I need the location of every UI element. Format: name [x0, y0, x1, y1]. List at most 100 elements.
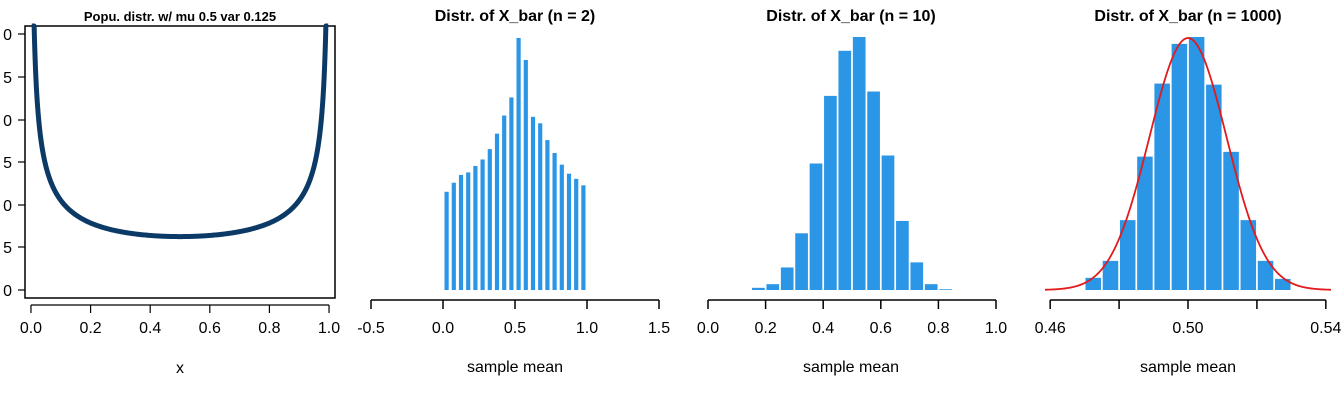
histogram-bar — [752, 287, 765, 290]
histogram-bar — [494, 133, 500, 290]
histogram-bar — [896, 220, 909, 290]
histogram-bar — [552, 153, 557, 290]
panel-title: Distr. of X_bar (n = 2) — [435, 8, 595, 25]
y-tick-label: 0 — [3, 283, 12, 300]
y-tick-label: 5 — [3, 155, 12, 172]
panel-n2: Distr. of X_bar (n = 2) -0.5 0.0 0.5 1.0 1.5… — [357, 8, 670, 376]
x-tick-label: 0.2 — [754, 320, 776, 337]
histogram-bar — [1188, 37, 1205, 290]
panel-title: Distr. of X_bar (n = 1000) — [1094, 8, 1281, 25]
histogram-bar — [1137, 156, 1153, 290]
histogram-bar — [1119, 220, 1136, 290]
histogram-bar — [1154, 83, 1170, 290]
histogram-bar — [530, 116, 536, 290]
plot-box — [24, 25, 336, 299]
density-curve-group — [29, 23, 331, 240]
histogram-bar — [466, 172, 471, 290]
histogram-bar — [559, 164, 564, 290]
histogram-bar — [574, 178, 579, 290]
x-tick-label: 0.6 — [199, 320, 221, 337]
bars — [444, 38, 586, 290]
panel-n1000: Distr. of X_bar (n = 1000) 0.46 0.50 0.54 … — [1035, 8, 1342, 376]
x-axis-label: sample mean — [1140, 359, 1236, 376]
x-tick-label: 0.5 — [504, 320, 526, 337]
histogram-bar — [838, 50, 852, 291]
x-axis: 0.0 0.2 0.4 0.6 0.8 1.0 — [20, 304, 340, 337]
x-axis-label: sample mean — [467, 359, 563, 376]
histogram-bar — [824, 95, 837, 290]
x-tick-label: 0.46 — [1035, 320, 1066, 337]
histogram-bar — [516, 38, 521, 290]
histogram-bar — [1206, 84, 1222, 290]
y-tick-label: 0 — [3, 198, 12, 215]
x-axis: 0.46 0.50 0.54 — [1035, 299, 1342, 337]
x-axis: 0.0 0.2 0.4 0.6 0.8 1.0 — [697, 299, 1007, 337]
x-tick-label: 0.4 — [812, 320, 834, 337]
histogram-bar — [581, 185, 586, 290]
histogram-bar — [867, 91, 880, 290]
x-tick-label: 0.2 — [79, 320, 101, 337]
histogram-bar — [473, 165, 478, 290]
histogram-bar — [538, 123, 543, 290]
bars — [1085, 37, 1291, 290]
x-tick-label: 0.8 — [927, 320, 949, 337]
histogram-bar — [545, 140, 550, 290]
histogram-bar — [523, 59, 528, 290]
density-curve — [29, 23, 331, 240]
histogram-bar — [1257, 260, 1274, 290]
bars — [752, 37, 952, 291]
y-tick-label: 5 — [3, 240, 12, 257]
x-tick-label: 1.0 — [985, 320, 1007, 337]
x-tick-label: 0.0 — [432, 320, 454, 337]
histogram-bar — [1223, 151, 1239, 290]
histogram-bar — [881, 155, 895, 290]
x-tick-label: 0.54 — [1310, 320, 1341, 337]
histogram-bar — [1171, 43, 1188, 290]
x-tick-label: 0.6 — [870, 320, 892, 337]
normal-curve-group — [1044, 37, 1332, 291]
histogram-bar — [502, 115, 507, 290]
x-tick-label: 0.0 — [20, 320, 42, 337]
histogram-bar — [924, 284, 938, 290]
histogram-bar — [458, 174, 464, 290]
x-tick-label: 1.5 — [648, 320, 670, 337]
histogram-bar — [795, 233, 808, 290]
histogram-bar — [509, 97, 514, 290]
histogram-bar — [444, 191, 449, 290]
x-tick-label: 0.8 — [258, 320, 280, 337]
histogram-bar — [780, 267, 794, 290]
y-tick-label: 5 — [3, 70, 12, 87]
histogram-bar — [1240, 220, 1257, 290]
x-axis-label: x — [176, 360, 184, 377]
panel-population: Popu. distr. w/ mu 0.5 var 0.125 0505050… — [3, 9, 340, 377]
histogram-bar — [939, 289, 952, 290]
y-tick-label: 0 — [3, 27, 12, 44]
y-axis: 0 5 0 5 0 5 0 — [3, 27, 25, 300]
x-tick-label: 0.50 — [1172, 320, 1203, 337]
y-tick-label: 0 — [3, 113, 12, 130]
histogram-bar — [487, 149, 492, 290]
x-tick-label: -0.5 — [357, 320, 385, 337]
panel-n10: Distr. of X_bar (n = 10) 0.0 0.2 0.4 0.6 0.8… — [697, 8, 1007, 376]
normal-curve — [1044, 37, 1332, 291]
histogram-bar — [451, 182, 456, 290]
x-tick-label: 0.0 — [697, 320, 719, 337]
x-tick-label: 1.0 — [318, 320, 340, 337]
x-tick-label: 0.4 — [139, 320, 161, 337]
histogram-bar — [766, 284, 780, 290]
histogram-bar — [852, 37, 866, 290]
x-axis-label: sample mean — [803, 359, 899, 376]
panel-title: Popu. distr. w/ mu 0.5 var 0.125 — [84, 9, 276, 24]
histogram-bar — [1102, 260, 1119, 290]
histogram-bar — [809, 163, 823, 290]
x-tick-label: 1.0 — [576, 320, 598, 337]
histogram-bar — [480, 159, 485, 290]
histogram-bar — [910, 262, 924, 290]
histogram-bar — [1085, 277, 1101, 290]
histogram-bar — [566, 173, 572, 290]
histogram-bar — [1275, 278, 1291, 290]
panel-title: Distr. of X_bar (n = 10) — [766, 8, 935, 25]
x-axis: -0.5 0.0 0.5 1.0 1.5 — [357, 299, 670, 337]
